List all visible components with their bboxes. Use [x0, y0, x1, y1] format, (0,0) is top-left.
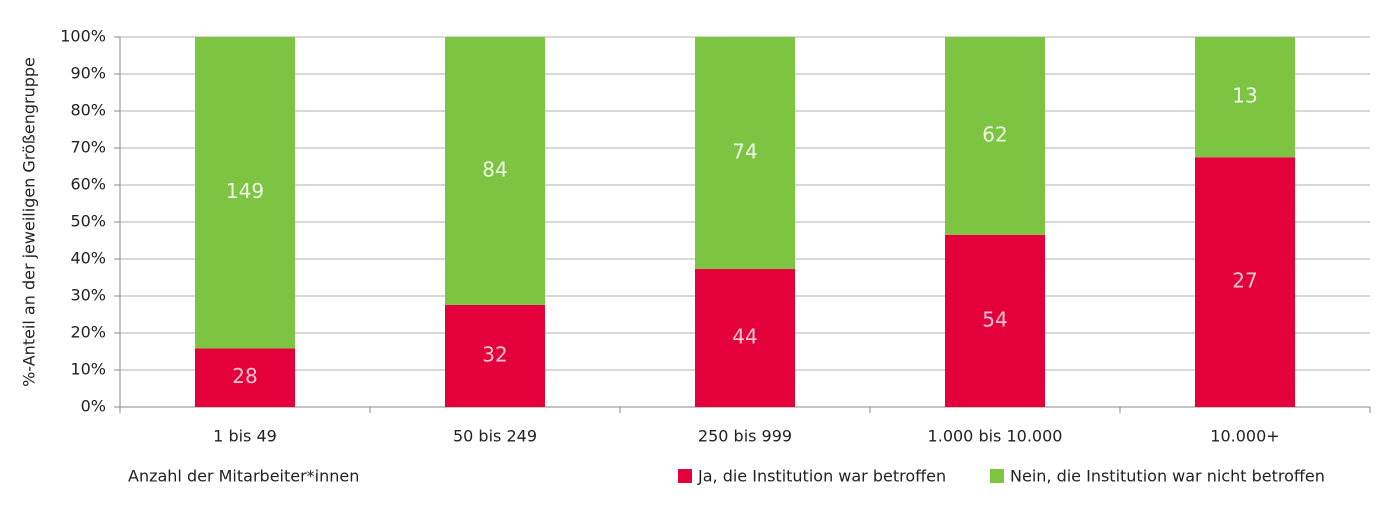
x-tick-label: 1 bis 49 — [213, 427, 277, 446]
bar-segment — [945, 234, 1045, 407]
bar-segment — [945, 37, 1045, 235]
bar-segment — [195, 37, 295, 349]
data-label: 149 — [226, 179, 264, 203]
y-tick-label: 90% — [70, 64, 106, 83]
data-label: 62 — [982, 122, 1007, 146]
data-label: 74 — [732, 140, 757, 164]
legend-swatch — [678, 469, 692, 483]
legend-label: Nein, die Institution war nicht betroffe… — [1010, 467, 1325, 486]
y-tick-label: 30% — [70, 286, 106, 305]
y-tick-label: 10% — [70, 360, 106, 379]
data-label: 28 — [232, 364, 257, 388]
data-label: 84 — [482, 157, 507, 181]
y-tick-label: 0% — [81, 397, 106, 416]
bar-segment — [445, 304, 545, 407]
y-tick-label: 80% — [70, 101, 106, 120]
x-tick-label: 50 bis 249 — [453, 427, 537, 446]
x-axis-label: Anzahl der Mitarbeiter*innen — [128, 467, 359, 486]
y-tick-label: 40% — [70, 249, 106, 268]
y-axis-label: %-Anteil an der jeweiligen Größengruppe — [20, 57, 39, 387]
x-tick-label: 10.000+ — [1210, 427, 1279, 446]
legend-label: Ja, die Institution war betroffen — [697, 467, 946, 486]
y-tick-label: 100% — [60, 27, 106, 46]
bar-segment — [695, 269, 795, 407]
data-label: 32 — [482, 342, 507, 366]
y-tick-label: 70% — [70, 138, 106, 157]
y-tick-label: 60% — [70, 175, 106, 194]
y-tick-label: 50% — [70, 212, 106, 231]
bar-segment — [445, 37, 545, 305]
data-label: 27 — [1232, 269, 1257, 293]
data-label: 13 — [1232, 84, 1257, 108]
y-tick-label: 20% — [70, 323, 106, 342]
data-label: 44 — [732, 325, 757, 349]
bar-segment — [195, 348, 295, 407]
data-label: 54 — [982, 307, 1007, 331]
bar-segment — [1195, 157, 1295, 407]
x-tick-label: 1.000 bis 10.000 — [928, 427, 1063, 446]
legend-swatch — [990, 469, 1004, 483]
x-tick-label: 250 bis 999 — [698, 427, 792, 446]
bar-segment — [695, 37, 795, 270]
bar-segment — [1195, 37, 1295, 158]
